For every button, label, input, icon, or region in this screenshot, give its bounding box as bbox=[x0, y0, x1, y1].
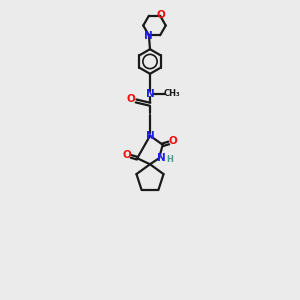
Text: N: N bbox=[157, 153, 166, 163]
Text: O: O bbox=[168, 136, 177, 146]
Text: CH₃: CH₃ bbox=[164, 89, 180, 98]
Text: O: O bbox=[157, 10, 166, 20]
Text: H: H bbox=[166, 155, 172, 164]
Text: O: O bbox=[123, 149, 132, 160]
Text: N: N bbox=[146, 131, 154, 141]
Text: N: N bbox=[146, 89, 154, 99]
Text: N: N bbox=[144, 31, 152, 41]
Text: O: O bbox=[127, 94, 135, 104]
